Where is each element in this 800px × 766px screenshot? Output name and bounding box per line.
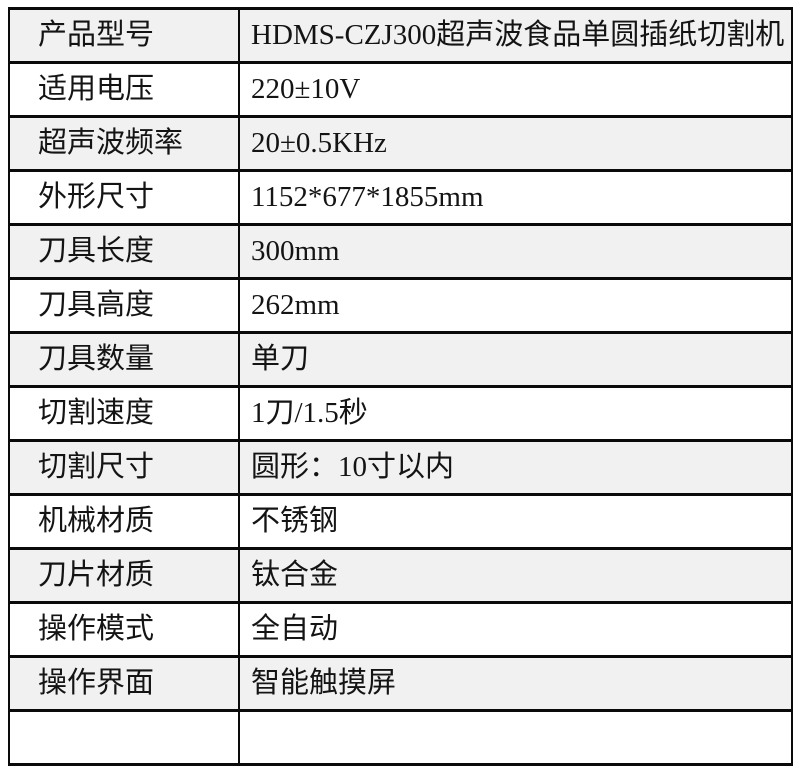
spec-table: 产品型号 HDMS-CZJ300超声波食品单圆插纸切割机 适用电压 220±10… bbox=[8, 7, 793, 766]
spec-value: HDMS-CZJ300超声波食品单圆插纸切割机 bbox=[238, 7, 793, 64]
table-row: 刀片材质 钛合金 bbox=[8, 547, 793, 604]
spec-label: 刀具数量 bbox=[8, 331, 240, 388]
spec-value: 1刀/1.5秒 bbox=[238, 385, 793, 442]
spec-value: 1152*677*1855mm bbox=[238, 169, 793, 226]
table-row: 刀具高度 262mm bbox=[8, 277, 793, 334]
spec-label: 切割尺寸 bbox=[8, 439, 240, 496]
spec-value: 单刀 bbox=[238, 331, 793, 388]
spec-label: 刀具长度 bbox=[8, 223, 240, 280]
spec-value: 全自动 bbox=[238, 601, 793, 658]
spec-label-empty bbox=[8, 709, 240, 766]
spec-label: 刀具高度 bbox=[8, 277, 240, 334]
spec-label: 切割速度 bbox=[8, 385, 240, 442]
spec-label: 操作模式 bbox=[8, 601, 240, 658]
spec-table-body: 产品型号 HDMS-CZJ300超声波食品单圆插纸切割机 适用电压 220±10… bbox=[8, 7, 793, 766]
spec-label: 刀片材质 bbox=[8, 547, 240, 604]
spec-value: 262mm bbox=[238, 277, 793, 334]
spec-value: 300mm bbox=[238, 223, 793, 280]
table-row-partial bbox=[8, 709, 793, 766]
spec-value: 圆形：10寸以内 bbox=[238, 439, 793, 496]
spec-label: 机械材质 bbox=[8, 493, 240, 550]
spec-value: 220±10V bbox=[238, 61, 793, 118]
table-row: 超声波频率 20±0.5KHz bbox=[8, 115, 793, 172]
spec-value-empty bbox=[238, 709, 793, 766]
spec-label: 操作界面 bbox=[8, 655, 240, 712]
table-row: 产品型号 HDMS-CZJ300超声波食品单圆插纸切割机 bbox=[8, 7, 793, 64]
spec-label: 超声波频率 bbox=[8, 115, 240, 172]
spec-value: 智能触摸屏 bbox=[238, 655, 793, 712]
table-row: 外形尺寸 1152*677*1855mm bbox=[8, 169, 793, 226]
spec-label: 产品型号 bbox=[8, 7, 240, 64]
table-row: 切割速度 1刀/1.5秒 bbox=[8, 385, 793, 442]
spec-label: 适用电压 bbox=[8, 61, 240, 118]
table-row: 刀具长度 300mm bbox=[8, 223, 793, 280]
table-row: 适用电压 220±10V bbox=[8, 61, 793, 118]
spec-value: 不锈钢 bbox=[238, 493, 793, 550]
table-row: 操作模式 全自动 bbox=[8, 601, 793, 658]
table-row: 机械材质 不锈钢 bbox=[8, 493, 793, 550]
spec-value: 20±0.5KHz bbox=[238, 115, 793, 172]
spec-label: 外形尺寸 bbox=[8, 169, 240, 226]
table-row: 刀具数量 单刀 bbox=[8, 331, 793, 388]
table-row: 切割尺寸 圆形：10寸以内 bbox=[8, 439, 793, 496]
spec-value: 钛合金 bbox=[238, 547, 793, 604]
table-row: 操作界面 智能触摸屏 bbox=[8, 655, 793, 712]
